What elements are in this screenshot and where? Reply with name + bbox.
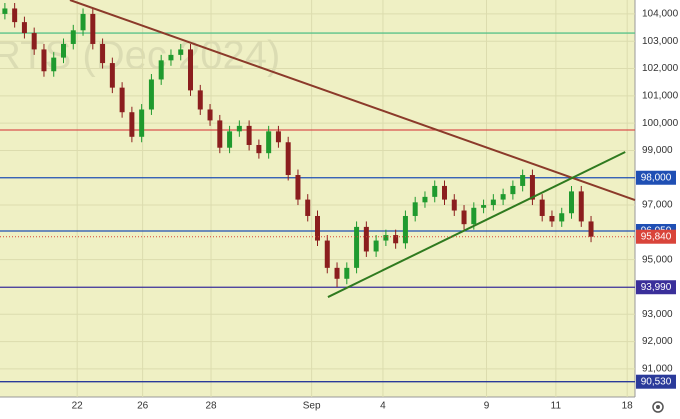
- y-tick-label: 93,000: [642, 309, 673, 320]
- x-tick-label: 4: [380, 401, 386, 412]
- price-tag: [636, 374, 676, 389]
- candle-body: [549, 215, 555, 222]
- candle-body: [285, 142, 291, 176]
- candle-body: [529, 175, 535, 200]
- candle-body: [334, 267, 340, 279]
- candle-body: [578, 191, 584, 222]
- candle-body: [373, 240, 379, 252]
- candle-body: [383, 235, 389, 241]
- candle-body: [158, 60, 164, 80]
- price-tag-label: 98,000: [641, 172, 672, 183]
- candle-body: [12, 8, 18, 23]
- candle-body: [490, 199, 496, 206]
- candle-body: [80, 13, 86, 31]
- candle-body: [344, 267, 350, 279]
- y-tick-label: 100,000: [642, 118, 679, 129]
- settings-icon[interactable]: [652, 401, 664, 413]
- candle-body: [461, 210, 467, 225]
- x-tick-label: 9: [484, 401, 490, 412]
- candle-body: [21, 22, 27, 34]
- price-tag-label: 90,530: [641, 376, 672, 387]
- x-tick-label: 26: [137, 401, 149, 412]
- y-tick-label: 102,000: [642, 63, 679, 74]
- candle-body: [246, 125, 252, 145]
- candle-body: [31, 33, 37, 50]
- price-tag: [636, 170, 676, 185]
- y-tick-label: 91,000: [642, 364, 673, 375]
- candle-body: [51, 57, 57, 72]
- price-tag-label: 93,990: [641, 282, 672, 293]
- candle-body: [119, 87, 125, 113]
- candle-body: [451, 199, 457, 211]
- candle-body: [539, 199, 545, 216]
- candle-body: [442, 185, 447, 200]
- trend-line: [69, 0, 636, 201]
- candle-body: [354, 226, 360, 268]
- candle-body: [227, 131, 233, 148]
- x-tick-label: 11: [551, 401, 562, 412]
- y-tick-label: 103,000: [642, 36, 679, 47]
- candle-body: [315, 215, 320, 241]
- candle-body: [412, 202, 418, 216]
- candle-body: [70, 30, 76, 44]
- candle-body: [90, 13, 96, 44]
- y-tick-label: 97,000: [642, 200, 673, 211]
- candle-body: [188, 49, 193, 91]
- price-tag: [636, 229, 676, 244]
- candle-body: [139, 109, 145, 137]
- candle-body: [266, 131, 272, 154]
- candle-body: [61, 43, 66, 58]
- y-tick-label: 99,000: [642, 145, 673, 156]
- y-tick-label: 92,000: [642, 336, 673, 347]
- x-tick-label: 28: [205, 401, 217, 412]
- candle-body: [197, 90, 203, 110]
- candle-body: [2, 8, 8, 14]
- candle-body: [500, 194, 506, 200]
- candle-body: [178, 49, 184, 55]
- candle-body: [168, 54, 174, 61]
- x-tick-label: Sep: [303, 401, 321, 412]
- candle-body: [324, 240, 330, 268]
- candle-body: [275, 131, 281, 143]
- candle-body: [207, 109, 213, 121]
- time-axis: [0, 397, 680, 419]
- candle-body: [305, 199, 311, 216]
- candle-body: [432, 185, 438, 197]
- candle-body: [148, 79, 154, 110]
- candle-body: [129, 112, 135, 137]
- candle-body: [109, 63, 115, 88]
- candle-body: [256, 144, 262, 154]
- candle-body: [520, 175, 526, 186]
- candle-body: [510, 185, 516, 195]
- candle-body: [588, 221, 594, 237]
- candle-body: [363, 226, 369, 252]
- candle-body: [481, 205, 487, 208]
- candle-body: [569, 191, 574, 214]
- candle-body: [41, 49, 47, 72]
- candle-body: [402, 215, 408, 244]
- price-axis: [635, 0, 680, 419]
- candle-body: [217, 120, 223, 148]
- price-tag: [636, 280, 676, 295]
- candle-body: [393, 235, 399, 244]
- x-tick-label: 18: [622, 401, 634, 412]
- candle-body: [100, 43, 106, 64]
- y-tick-label: 95,000: [642, 254, 673, 265]
- y-tick-label: 101,000: [642, 90, 679, 101]
- candle-body: [559, 213, 565, 222]
- candle-body: [295, 175, 301, 200]
- trend-line: [327, 151, 626, 298]
- price-tag-label: 95,840: [641, 231, 672, 242]
- candle-body: [422, 196, 428, 203]
- candle-body: [236, 125, 242, 132]
- candle-body: [471, 207, 477, 225]
- x-tick-label: 22: [72, 401, 84, 412]
- y-tick-label: 104,000: [642, 9, 679, 20]
